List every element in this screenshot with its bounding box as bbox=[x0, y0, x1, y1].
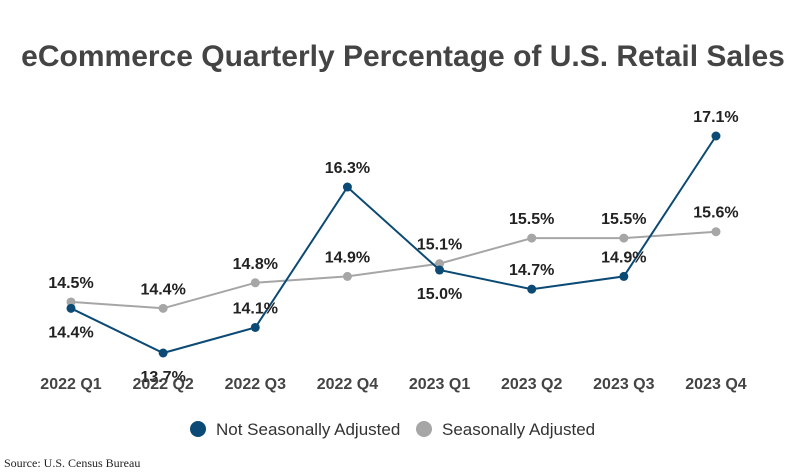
data-label-layer: 14.4% 13.7% 14.1% 16.3% 15.0% 14.7% 14.9% 17.1%… bbox=[48, 109, 738, 386]
chart-title: eCommerce Quarterly Percentage of U.S. R… bbox=[21, 40, 785, 73]
data-label: 15.6% bbox=[693, 205, 738, 222]
data-label: 15.0% bbox=[417, 286, 462, 303]
data-label: 14.9% bbox=[601, 249, 646, 266]
data-label: 14.5% bbox=[48, 275, 93, 292]
data-label: 14.9% bbox=[325, 249, 370, 266]
data-label: 14.4% bbox=[140, 281, 185, 298]
legend-marker bbox=[190, 421, 206, 437]
legend-label: Not Seasonally Adjusted bbox=[216, 420, 400, 439]
data-point bbox=[619, 271, 629, 281]
legend: Not Seasonally Adjusted Seasonally Adjust… bbox=[190, 420, 595, 439]
data-point bbox=[250, 322, 260, 332]
data-point bbox=[158, 303, 168, 313]
data-point bbox=[711, 227, 721, 237]
series-layer bbox=[66, 131, 721, 358]
x-tick-label: 2022 Q2 bbox=[132, 376, 193, 393]
data-label: 17.1% bbox=[693, 109, 738, 126]
data-label: 16.3% bbox=[325, 160, 370, 177]
data-point bbox=[342, 271, 352, 281]
data-label: 14.1% bbox=[233, 300, 278, 317]
data-label: 15.1% bbox=[417, 237, 462, 254]
data-point bbox=[527, 284, 537, 294]
data-label: 15.5% bbox=[509, 211, 554, 228]
x-tick-label: 2023 Q1 bbox=[409, 376, 470, 393]
x-tick-label: 2022 Q4 bbox=[317, 376, 378, 393]
data-point bbox=[342, 182, 352, 192]
data-point bbox=[435, 265, 445, 275]
x-tick-label: 2023 Q2 bbox=[501, 376, 562, 393]
data-label: 13.7% bbox=[140, 369, 185, 386]
data-point bbox=[619, 233, 629, 243]
data-point bbox=[66, 303, 76, 313]
series-line-not-seasonally-adjusted bbox=[70, 135, 717, 355]
data-point bbox=[711, 131, 721, 141]
legend-marker bbox=[416, 421, 432, 437]
x-tick-label: 2023 Q3 bbox=[593, 376, 654, 393]
data-label: 14.4% bbox=[48, 324, 93, 341]
data-label: 15.5% bbox=[601, 211, 646, 228]
data-point bbox=[527, 233, 537, 243]
source-note: Source: U.S. Census Bureau bbox=[4, 456, 140, 470]
data-point bbox=[250, 278, 260, 288]
series-line-seasonally-adjusted bbox=[70, 230, 717, 310]
x-tick-label: 2023 Q4 bbox=[685, 376, 746, 393]
data-point bbox=[66, 297, 76, 307]
legend-label: Seasonally Adjusted bbox=[442, 420, 595, 439]
data-label: 14.8% bbox=[233, 256, 278, 273]
x-tick-label: 2022 Q3 bbox=[225, 376, 286, 393]
x-tick-label: 2022 Q1 bbox=[40, 376, 101, 393]
data-label: 14.7% bbox=[509, 262, 554, 279]
x-axis: 2022 Q1 2022 Q2 2022 Q3 2022 Q4 2023 Q1 2023 … bbox=[40, 376, 746, 393]
data-point bbox=[158, 348, 168, 358]
data-point bbox=[435, 259, 445, 269]
